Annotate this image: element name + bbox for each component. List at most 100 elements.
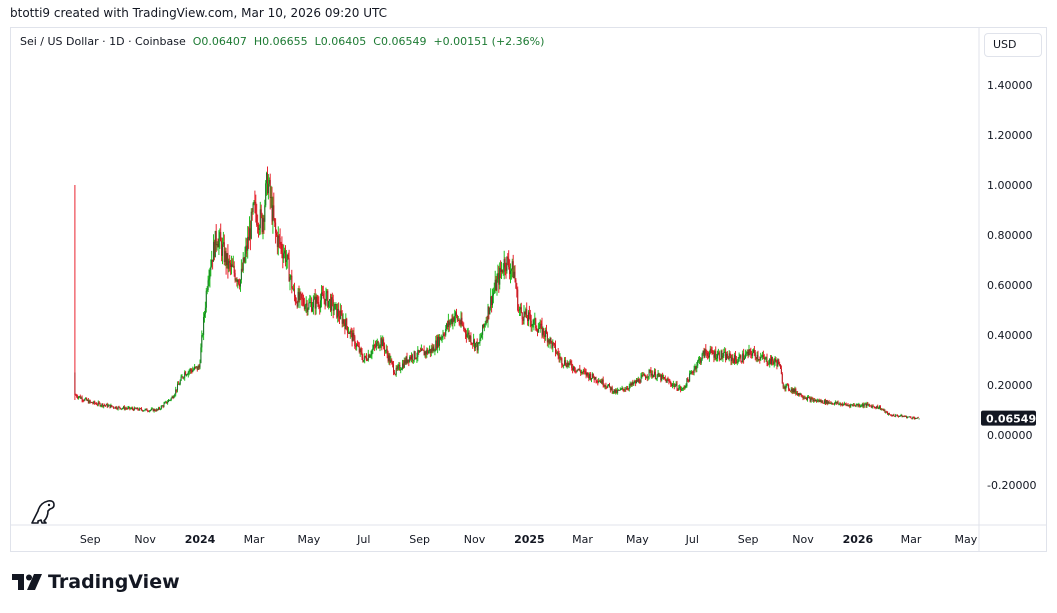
candle-body — [92, 403, 94, 404]
candle-body — [306, 303, 308, 312]
candle-body — [157, 409, 159, 410]
candle-body — [666, 379, 668, 383]
candle-body — [564, 360, 566, 366]
candle-body — [427, 349, 429, 354]
candle-body — [791, 388, 793, 393]
candle-body — [601, 379, 603, 384]
candle-body — [233, 265, 235, 274]
candle-body — [280, 243, 282, 245]
candle-body — [260, 209, 262, 215]
candle-body — [310, 302, 312, 303]
tradingview-logo[interactable]: TradingView — [12, 571, 180, 593]
candle-body — [567, 362, 569, 366]
candle-body — [762, 355, 763, 357]
candle-body — [866, 403, 868, 407]
candle-body — [669, 381, 671, 383]
candle-body — [701, 353, 703, 360]
candle-body — [876, 405, 878, 409]
candle-body — [318, 302, 320, 307]
candle-body — [505, 267, 507, 271]
candle-body — [281, 244, 283, 253]
candle-body — [734, 355, 736, 364]
candle-body — [884, 409, 886, 413]
candle-body — [825, 400, 827, 404]
candle-body — [328, 300, 330, 307]
candle-body — [527, 318, 529, 322]
candle-body — [555, 352, 557, 354]
candle-body — [372, 348, 374, 351]
candle-body — [565, 365, 567, 368]
candle-body — [259, 209, 261, 229]
candle-body — [338, 309, 340, 317]
candle-body — [682, 387, 684, 389]
candle-body — [457, 320, 459, 321]
candle-body — [107, 405, 109, 407]
candle-body — [230, 263, 232, 267]
candle-body — [222, 242, 224, 245]
candle-body — [514, 271, 516, 281]
currency-button[interactable]: USD — [984, 33, 1042, 57]
candle-body — [312, 307, 313, 312]
candle-body — [724, 351, 726, 353]
candle-body — [387, 354, 389, 361]
candle-body — [729, 353, 731, 356]
candle-body — [879, 406, 881, 410]
time-axis[interactable]: Sep Nov 2024 Mar May Jul Sep Nov 2025 Mar May Jul Se… — [80, 533, 978, 546]
price-axis[interactable]: 1.40000 1.20000 1.00000 0.80000 0.60000 0.400… — [987, 79, 1036, 492]
candle-body — [483, 324, 484, 328]
candle-body — [707, 353, 709, 357]
candle-body — [804, 397, 806, 399]
candle-body — [221, 241, 223, 256]
candle-body — [545, 330, 547, 338]
candle-body — [888, 413, 889, 415]
candle-body — [192, 369, 194, 372]
candle-body — [708, 356, 709, 358]
candle-body — [499, 267, 501, 285]
candle-body — [796, 392, 798, 394]
candle-body — [574, 370, 576, 372]
candle-body — [577, 369, 579, 371]
candle-body — [128, 406, 130, 408]
tradingview-dino-icon[interactable] — [31, 500, 55, 524]
price-tick-label: 0.00000 — [987, 429, 1033, 442]
candle-body — [132, 408, 133, 410]
price-tick-label: 1.00000 — [987, 179, 1033, 192]
candle-body — [271, 197, 273, 222]
candle-body — [95, 403, 97, 405]
candle-body — [320, 300, 322, 309]
candle-body — [652, 373, 654, 378]
candle-body — [308, 302, 310, 309]
candle-body — [222, 244, 223, 256]
candle-body — [195, 366, 196, 368]
candle-body — [191, 370, 193, 372]
candle-body — [658, 373, 660, 377]
time-tick-label: Sep — [409, 533, 430, 546]
candle-body — [96, 404, 98, 406]
candle-body — [109, 404, 111, 408]
candle-body — [627, 388, 628, 389]
candle-body — [526, 309, 528, 319]
time-tick-label: 2024 — [185, 533, 216, 546]
candle-body — [552, 342, 554, 348]
candle-body — [626, 388, 628, 390]
candle-body — [868, 404, 870, 406]
candle-body — [673, 383, 675, 387]
candle-body — [122, 408, 124, 409]
candle-body — [607, 385, 609, 388]
candle-body — [773, 361, 775, 364]
candle-body — [418, 349, 420, 353]
candle-body — [293, 288, 295, 290]
candle-body — [180, 376, 182, 381]
candle-body — [641, 374, 643, 377]
candle-body — [248, 236, 250, 241]
candle-body — [519, 309, 520, 311]
candle-body — [398, 365, 400, 367]
candle-body — [786, 384, 788, 386]
candle-body — [763, 357, 765, 360]
candle-body — [496, 278, 498, 291]
candle-body — [393, 364, 394, 373]
candle-body — [305, 303, 307, 306]
candle-body — [362, 357, 364, 362]
candle-body — [771, 356, 773, 362]
